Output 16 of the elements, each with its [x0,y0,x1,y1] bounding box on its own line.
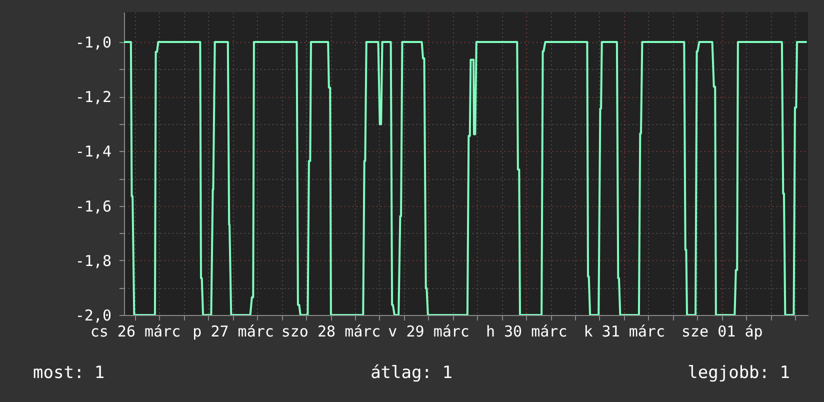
y-tick-label: -1,0 [75,34,112,52]
y-tick-label: -2,0 [75,306,112,324]
y-tick-label: -1,2 [75,88,112,106]
x-tick-label: p 27 márc [192,322,274,340]
x-tick-label: cs 26 márc [90,322,181,340]
x-tick-label: h 30 márc [486,322,568,340]
y-tick-label: -1,8 [75,252,112,270]
y-tick-label: -1,4 [75,142,112,161]
text: átlag: 1 [370,363,452,383]
x-tick-label: v 29 márc [388,322,470,340]
x-tick-label: sze 01 áp [681,322,763,340]
x-tick-label: szo 28 márc [281,322,381,340]
y-tick-label: -1,6 [75,197,112,216]
text: most: 1 [33,363,105,383]
text: legjobb: 1 [688,363,790,383]
x-tick-label: k 31 márc [584,322,665,340]
